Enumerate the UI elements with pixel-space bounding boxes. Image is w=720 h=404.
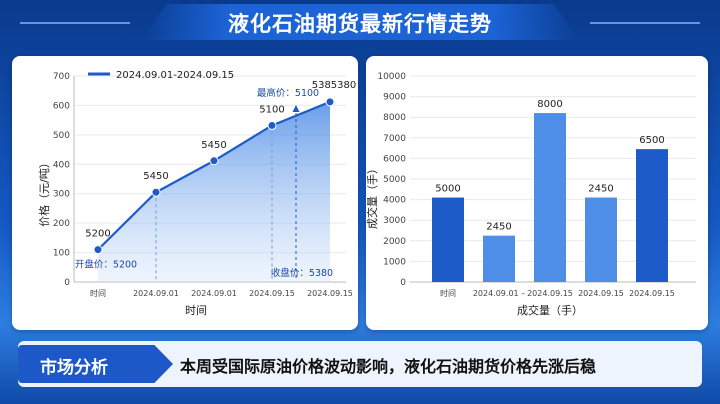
point-label: 5200 xyxy=(85,229,110,240)
y-tick-label: 8000 xyxy=(383,113,406,123)
data-point xyxy=(209,156,219,166)
x-tick-label: 2024.09.01 xyxy=(133,289,179,298)
y-tick-label: 300 xyxy=(53,190,70,200)
bar-value-label: 2450 xyxy=(486,222,511,233)
y-tick-label: 500 xyxy=(53,131,70,141)
title-band xyxy=(140,4,580,40)
y-tick-label: 1000 xyxy=(383,257,406,267)
x-tick-label: 2024.09.15 xyxy=(249,289,295,298)
legend-label: 2024.09.01-2024.09.15 xyxy=(116,70,234,81)
analysis-bar: 市场分析 本周受国际原油价格波动影响，液化石油期货价格先涨后稳 xyxy=(18,341,702,387)
open-price-annotation: 开盘价：5200 xyxy=(75,259,137,271)
data-point xyxy=(151,187,161,197)
y-tick-label: 3000 xyxy=(383,216,406,226)
bar-value-label: 8000 xyxy=(537,99,562,110)
y-tick-label: 7000 xyxy=(383,134,406,144)
y-axis-title: 成交量（手） xyxy=(366,163,379,229)
y-tick-label: 200 xyxy=(53,219,70,229)
point-label: 5100 xyxy=(259,104,284,115)
analysis-tag-label: 市场分析 xyxy=(40,358,108,378)
page-title: 液化石油期货最新行情走势 xyxy=(228,12,492,36)
x-tick-label: 2024.09.15 xyxy=(307,289,353,298)
y-tick-label: 2000 xyxy=(383,237,406,247)
bar-value-label: 5000 xyxy=(435,184,460,195)
x-tick-label: 时间 xyxy=(90,288,106,298)
data-point xyxy=(267,120,277,130)
header-deco-right xyxy=(590,22,700,24)
y-tick-label: 6000 xyxy=(383,154,406,164)
x-tick-label: 2024.09.01 xyxy=(191,289,237,298)
y-tick-label: 0 xyxy=(400,278,406,288)
x-axis-title: 时间 xyxy=(185,304,207,317)
y-tick-label: 9000 xyxy=(383,93,406,103)
y-tick-label: 100 xyxy=(53,249,70,259)
up-arrow-icon xyxy=(292,105,300,112)
price-line-chart: 0 100 200 300 400 500 600 700 时间 2024.09.01 2024.0… xyxy=(37,70,357,317)
bar xyxy=(585,197,617,282)
header-deco-left xyxy=(20,22,130,24)
point-label: 5450 xyxy=(201,140,226,151)
volume-bar-chart: 0 1000 2000 3000 4000 5000 6000 7000 8000 9000 100… xyxy=(365,72,696,317)
bar xyxy=(636,149,668,282)
x-tick-label: 2024.09.15 xyxy=(629,289,675,298)
x-axis-title: 成交量（手） xyxy=(517,303,583,317)
high-price-annotation: 最高价：5100 xyxy=(257,87,319,99)
data-point xyxy=(93,245,103,255)
header: 液化石油期货最新行情走势 xyxy=(0,0,720,46)
x-tick-label: 2024.09.15 xyxy=(527,289,573,298)
series-area xyxy=(98,101,330,282)
bar xyxy=(432,197,464,282)
bar-value-label: 2450 xyxy=(588,184,613,195)
y-tick-label: 600 xyxy=(53,101,70,111)
analysis-tag: 市场分析 xyxy=(18,345,173,383)
y-tick-label: 700 xyxy=(53,72,70,82)
y-tick-label: 0 xyxy=(64,278,70,288)
analysis-text: 本周受国际原油价格波动影响，液化石油期货价格先涨后稳 xyxy=(180,357,597,376)
point-label: 5450 xyxy=(143,171,168,182)
x-tick-label: 时间 xyxy=(440,288,456,298)
point-label: 5385380 xyxy=(312,80,357,91)
y-tick-label: 5000 xyxy=(383,175,406,185)
data-point xyxy=(325,97,335,107)
y-tick-label: 10000 xyxy=(377,72,406,82)
y-tick-label: 4000 xyxy=(383,196,406,206)
y-axis-title: 价格（元/吨） xyxy=(37,157,51,227)
y-tick-label: 400 xyxy=(53,160,70,170)
price-chart-panel: 0 100 200 300 400 500 600 700 时间 2024.09.01 2024.0… xyxy=(12,56,358,330)
x-tick-label: 2024.09.01 – xyxy=(473,289,525,298)
bar-value-label: 6500 xyxy=(639,135,664,146)
volume-chart-panel: 0 1000 2000 3000 4000 5000 6000 7000 8000 9000 100… xyxy=(365,56,708,330)
close-price-annotation: 收盘价：5380 xyxy=(271,267,333,279)
bar xyxy=(483,235,515,282)
bar xyxy=(534,113,566,282)
x-tick-label: 2024.09.15 xyxy=(578,289,624,298)
